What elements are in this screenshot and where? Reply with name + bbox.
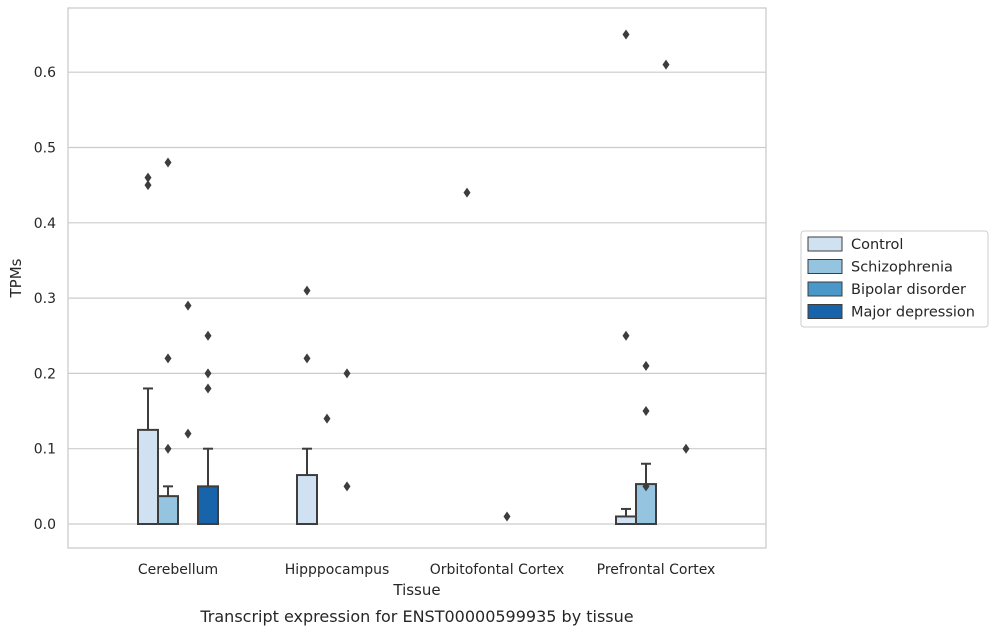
outlier-point [642,360,650,371]
outlier-point [642,481,650,492]
bar [615,515,637,525]
outlier-point [303,285,311,296]
y-tick-label: 0.3 [34,291,56,307]
legend-box [800,230,989,328]
x-tick-label: Prefrontal Cortex [597,562,716,578]
x-tick-labels: Cerebellum Hipppocampus Orbitofontal Corte… [138,562,715,578]
outlier-point [662,59,670,70]
outlier-point [303,353,311,364]
outlier-point [642,406,650,417]
x-tick-label: Orbitofontal Cortex [430,562,565,578]
outlier-point [184,300,192,311]
legend: Control Schizophrenia Bipolar disorder Majo… [800,230,989,328]
outlier-point [204,383,212,394]
y-tick-label: 0.1 [34,442,56,458]
bar [157,495,179,526]
legend-label: Control [851,237,903,253]
outlier-point [343,368,351,379]
y-tick-label: 0.0 [34,517,56,533]
y-tick-label: 0.2 [34,366,56,382]
bar [137,428,159,525]
plot-area-frame [67,7,767,549]
legend-swatch [807,236,843,252]
outlier-point [343,481,351,492]
outlier-point [323,413,331,424]
legend-swatch [807,259,843,274]
y-tick-labels: 0.0 0.1 0.2 0.3 0.4 0.5 0.6 [34,65,56,533]
legend-label: Major depression [851,305,975,321]
grid-lines [68,71,766,525]
outlier-point [164,443,172,454]
outlier-point [164,353,172,364]
outlier-point [622,330,630,341]
outlier-point [184,428,192,439]
outlier-points [144,29,690,522]
legend-label: Bipolar disorder [851,282,966,298]
outlier-point [164,157,172,168]
outlier-point [204,330,212,341]
x-tick-label: Cerebellum [138,562,218,578]
legend-label: Schizophrenia [851,260,953,276]
chart-caption: Transcript expression for ENST0000059993… [199,607,633,626]
x-axis-label: Tissue [392,581,440,599]
bars [137,387,657,526]
bar [296,474,318,525]
y-tick-label: 0.5 [34,141,56,157]
outlier-point [503,511,511,522]
legend-swatch [807,281,843,297]
outlier-point [463,187,471,198]
bar [197,485,219,526]
y-axis-label: TPMs [7,258,25,298]
legend-swatch [807,304,843,319]
outlier-point [622,29,630,40]
y-tick-label: 0.4 [34,216,56,232]
y-tick-label: 0.6 [34,65,56,81]
x-tick-label: Hipppocampus [285,562,390,578]
outlier-point [682,443,690,454]
outlier-point [204,368,212,379]
outlier-point [144,172,152,183]
outlier-point [144,180,152,191]
